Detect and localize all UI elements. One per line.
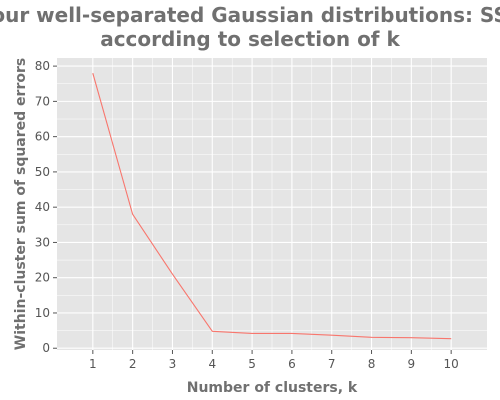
- chart-title-line-2: according to selection of k: [100, 27, 400, 51]
- x-tick-label: 1: [89, 357, 97, 371]
- x-tick-label: 2: [129, 357, 137, 371]
- x-tick-label: 8: [368, 357, 376, 371]
- x-tick-label: 9: [408, 357, 416, 371]
- y-tick-label: 30: [35, 235, 50, 249]
- series-layer: [92, 73, 452, 340]
- x-axis-ticks: 1 2 3 4 5 6 7 8 9 10: [89, 350, 459, 371]
- y-tick-label: 50: [35, 165, 50, 179]
- x-tick-label: 5: [248, 357, 256, 371]
- sse-series-line: [92, 73, 452, 340]
- y-axis-ticks: 0 10 20 30 40 50 60 70 80: [35, 59, 57, 355]
- y-axis-label: Within-cluster sum of squared errors: [13, 58, 29, 350]
- x-tick-label: 6: [288, 357, 296, 371]
- x-tick-label: 7: [328, 357, 336, 371]
- x-axis-label: Number of clusters, k: [187, 380, 358, 396]
- y-tick-label: 70: [35, 94, 50, 108]
- y-tick-label: 40: [35, 200, 50, 214]
- x-tick-label: 10: [444, 357, 459, 371]
- y-tick-label: 0: [42, 341, 50, 355]
- x-tick-label: 4: [208, 357, 216, 371]
- chart-title-line-1: Four well-separated Gaussian distributio…: [0, 3, 500, 27]
- y-tick-label: 20: [35, 271, 50, 285]
- y-tick-label: 10: [35, 306, 50, 320]
- y-tick-label: 80: [35, 59, 50, 73]
- y-tick-label: 60: [35, 130, 50, 144]
- grid-lines: [57, 58, 487, 350]
- x-tick-label: 3: [169, 357, 177, 371]
